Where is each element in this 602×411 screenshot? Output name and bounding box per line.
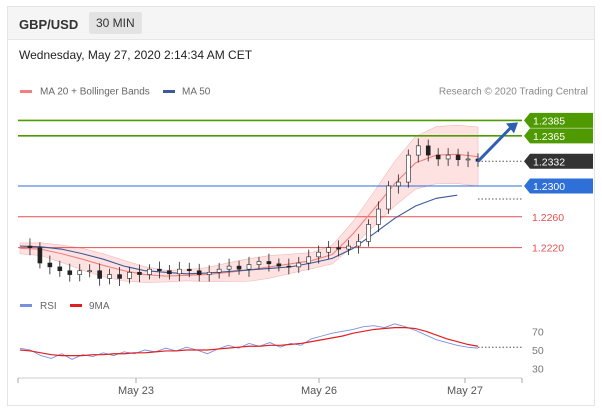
rsi-ma-legend-swatch (70, 304, 82, 307)
candle-body (157, 268, 162, 272)
chart-header: GBP/USD 30 MIN (8, 7, 594, 40)
candle-body (286, 265, 292, 268)
candle-body (326, 247, 331, 253)
candle-body (87, 270, 92, 273)
candle-body (406, 154, 411, 183)
instrument-pair: GBP/USD (19, 17, 79, 32)
candle-body (177, 268, 182, 275)
candle-body (306, 256, 312, 264)
candle-body (67, 270, 73, 275)
level-label: 1.2385 (533, 115, 565, 127)
candle-body (296, 262, 302, 268)
candle-body (47, 262, 53, 268)
rsi-ma-legend-label: 9MA (89, 301, 110, 312)
level-label: 1.2300 (533, 181, 565, 193)
candle-body (266, 261, 272, 265)
level-label-bg (524, 178, 593, 194)
x-tick-label: May 26 (301, 385, 337, 397)
candle-body (196, 270, 202, 275)
candle-body (256, 261, 262, 265)
forecast-arrow-shaft (476, 125, 514, 163)
rsi-tick-label: 30 (532, 364, 544, 376)
candle-body (167, 270, 172, 275)
rsi-legend-label: RSI (40, 301, 57, 312)
candle-body (226, 265, 232, 270)
candle-body (186, 268, 192, 272)
rsi-ma-line (19, 327, 479, 357)
candle-body (415, 145, 421, 156)
candle-body (455, 154, 461, 161)
candle-body (376, 208, 381, 225)
x-tick-label: May 27 (447, 385, 483, 397)
forecast-arrow (476, 122, 522, 200)
candle-body (356, 241, 361, 247)
candle-body (77, 270, 83, 275)
rsi-tick-label: 70 (532, 326, 544, 338)
ma50-legend-label: MA 50 (182, 87, 211, 98)
candle-body (386, 185, 391, 210)
candle-body (216, 268, 222, 273)
candle-body (236, 265, 242, 270)
rsi-legend-swatch (20, 304, 32, 307)
candle-body (396, 181, 401, 187)
level-label-bg (524, 128, 593, 144)
candle-body (425, 145, 431, 156)
candle-body (137, 271, 142, 275)
rsi-panel: 70 50 30 (19, 323, 544, 376)
ma20-legend-label: MA 20 + Bollinger Bands (40, 87, 150, 98)
candle-body (97, 270, 102, 279)
ma50-legend-swatch (163, 90, 175, 93)
candle-body (37, 247, 43, 264)
forecast-arrow-head (506, 122, 518, 134)
rsi-tick-label: 50 (532, 345, 544, 357)
candle-body (107, 274, 112, 279)
level-label-bg (524, 112, 593, 128)
candle-body (435, 154, 441, 160)
rsi-line (19, 323, 479, 360)
level-label-bg (524, 153, 593, 169)
ma20-legend-swatch (20, 90, 32, 93)
candle-body (316, 251, 321, 258)
candle-body (346, 245, 351, 250)
candle-body (147, 268, 152, 275)
research-credit: Research © 2020 Trading Central (439, 87, 588, 98)
timeframe-badge[interactable]: 30 MIN (89, 12, 142, 34)
timestamp: Wednesday, May 27, 2020 2:14:34 AM CET (19, 48, 253, 62)
candle-body (445, 154, 451, 160)
candle-body (276, 263, 282, 267)
level-labels: 1.2385 1.2365 1.2332 1.2300 1.2260 1.2220 (524, 112, 593, 255)
support-resistance-levels (18, 119, 522, 249)
legend: MA 20 + Bollinger Bands MA 50 Research ©… (20, 87, 588, 312)
candle-body (127, 271, 132, 279)
candle-body (117, 274, 122, 279)
level-label: 1.2260 (532, 212, 564, 224)
candle-body (246, 264, 252, 270)
level-label-box: 1.2300 (524, 178, 593, 194)
x-axis: May 23 May 26 May 27 (17, 377, 523, 397)
level-label-box: 1.2365 (524, 128, 593, 144)
level-label: 1.2332 (533, 156, 565, 168)
candle-body (366, 224, 371, 242)
level-label: 1.2220 (532, 243, 564, 255)
chart-widget: GBP/USD 30 MIN Wednesday, May 27, 2020 2… (7, 6, 595, 406)
x-tick-label: May 23 (118, 385, 154, 397)
ma50-line (19, 194, 458, 275)
candle-body (27, 245, 33, 248)
level-label: 1.2365 (533, 131, 565, 143)
candle-body (336, 247, 341, 250)
candle-body (57, 266, 63, 272)
level-label-box: 1.2332 (524, 153, 593, 169)
candle-body (465, 158, 471, 161)
candle-body (206, 271, 212, 275)
level-label-box: 1.2385 (524, 112, 593, 128)
